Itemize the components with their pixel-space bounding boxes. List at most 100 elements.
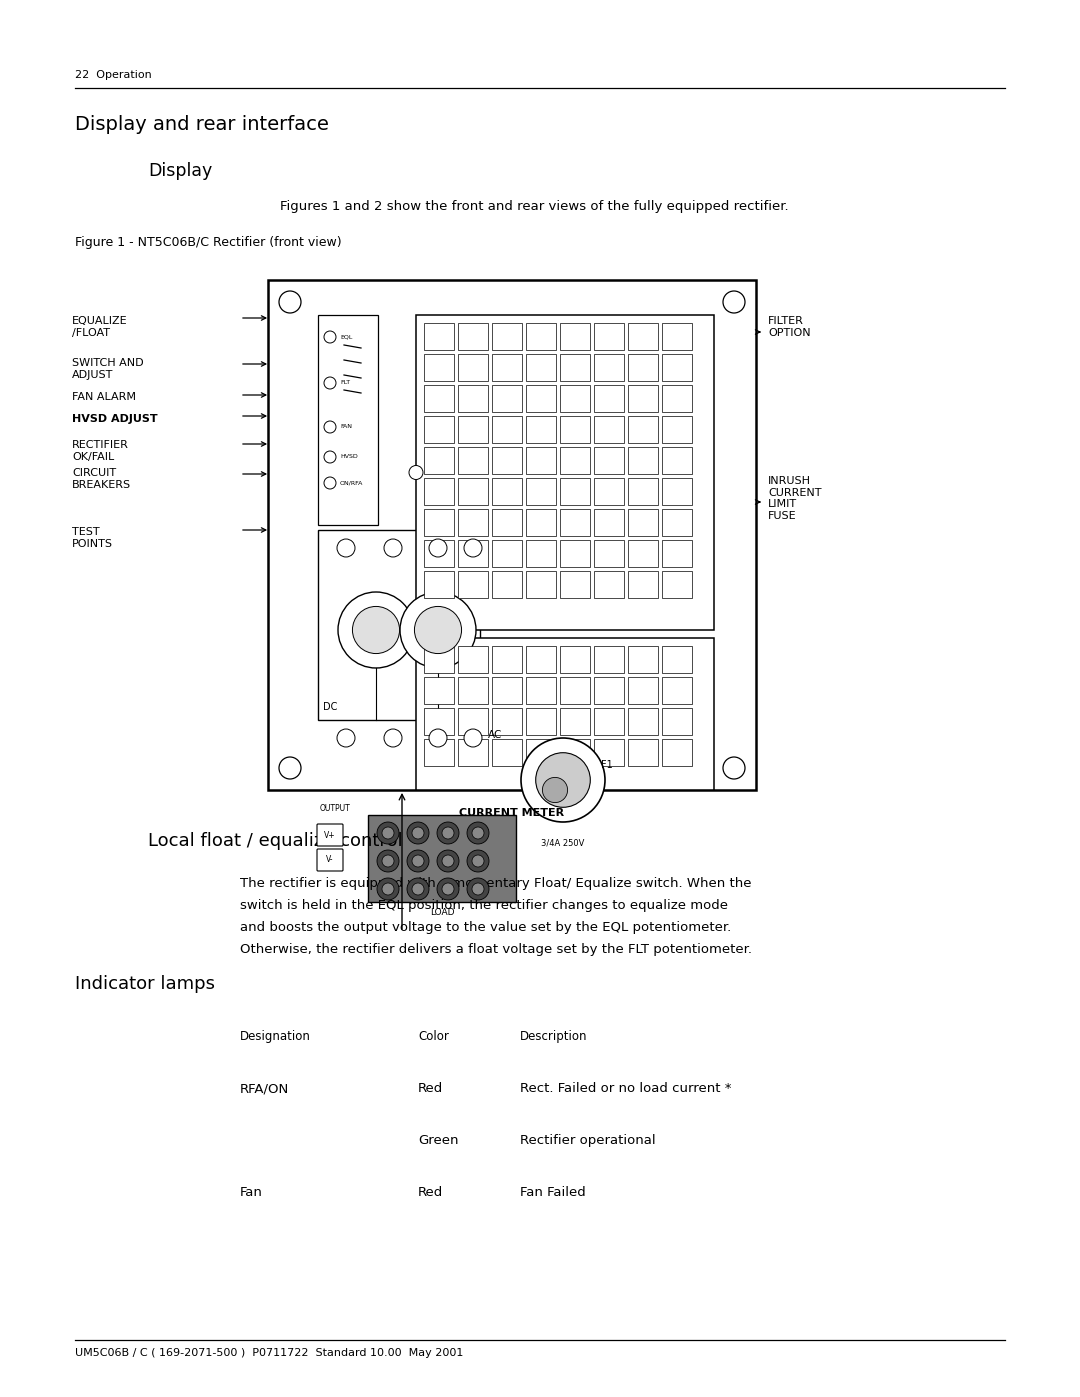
Bar (492, 416, 522, 443)
Bar (526, 541, 556, 567)
Bar (627, 571, 658, 598)
Bar (458, 739, 488, 766)
Bar (424, 541, 454, 567)
Bar (268, 279, 756, 789)
Text: Red: Red (418, 1083, 443, 1095)
Text: CIRCUIT
BREAKERS: CIRCUIT BREAKERS (72, 468, 131, 489)
Bar (424, 478, 454, 504)
Bar (424, 708, 454, 735)
Circle shape (467, 849, 489, 872)
Bar (594, 323, 624, 351)
Bar (627, 739, 658, 766)
Bar (561, 416, 590, 443)
Text: INRUSH
CURRENT
LIMIT
FUSE: INRUSH CURRENT LIMIT FUSE (768, 476, 822, 521)
Text: HVSD ADJUST: HVSD ADJUST (72, 414, 158, 425)
Bar (424, 353, 454, 381)
Circle shape (429, 539, 447, 557)
Circle shape (467, 877, 489, 900)
Bar (526, 571, 556, 598)
Text: FILTER
OPTION: FILTER OPTION (768, 316, 811, 338)
Bar (492, 739, 522, 766)
Text: FAN: FAN (340, 425, 352, 429)
Bar (458, 353, 488, 381)
Bar (458, 323, 488, 351)
Bar (662, 478, 692, 504)
Bar (458, 645, 488, 673)
Bar (526, 678, 556, 704)
Text: V-: V- (326, 855, 334, 865)
Text: Otherwise, the rectifier delivers a float voltage set by the FLT potentiometer.: Otherwise, the rectifier delivers a floa… (240, 943, 752, 956)
Bar (424, 571, 454, 598)
Bar (424, 386, 454, 412)
Text: The rectifier is equipped with a momentary Float/ Equalize switch. When the: The rectifier is equipped with a momenta… (240, 877, 752, 890)
Bar (594, 353, 624, 381)
Text: RFA/ON: RFA/ON (240, 1083, 289, 1095)
Bar (561, 541, 590, 567)
Bar (526, 323, 556, 351)
Bar (594, 645, 624, 673)
Bar (594, 739, 624, 766)
Bar (627, 416, 658, 443)
Text: FAN ALARM: FAN ALARM (72, 393, 136, 402)
Bar (561, 708, 590, 735)
Circle shape (279, 291, 301, 313)
Bar (627, 541, 658, 567)
Bar (662, 541, 692, 567)
Bar (492, 447, 522, 474)
Circle shape (384, 729, 402, 747)
Bar (424, 323, 454, 351)
Bar (492, 541, 522, 567)
Text: Fan Failed: Fan Failed (519, 1186, 585, 1199)
Circle shape (324, 377, 336, 388)
Text: Fan: Fan (240, 1186, 262, 1199)
Circle shape (338, 592, 414, 668)
Bar (526, 708, 556, 735)
Circle shape (324, 476, 336, 489)
Text: V+: V+ (324, 830, 336, 840)
Text: Red: Red (418, 1186, 443, 1199)
Bar (526, 478, 556, 504)
Bar (318, 529, 480, 719)
Bar (416, 638, 714, 789)
Circle shape (521, 738, 605, 821)
Bar (424, 678, 454, 704)
Bar (627, 353, 658, 381)
Bar (526, 509, 556, 536)
FancyBboxPatch shape (318, 849, 343, 870)
Bar (458, 447, 488, 474)
Bar (561, 645, 590, 673)
Bar (627, 386, 658, 412)
Circle shape (324, 420, 336, 433)
Bar (594, 541, 624, 567)
Circle shape (407, 821, 429, 844)
Circle shape (542, 777, 568, 803)
Circle shape (337, 729, 355, 747)
Bar (458, 478, 488, 504)
Text: Description: Description (519, 1030, 588, 1044)
Circle shape (377, 849, 399, 872)
Circle shape (472, 883, 484, 895)
Circle shape (382, 855, 394, 868)
Bar (594, 416, 624, 443)
Bar (492, 478, 522, 504)
Bar (627, 678, 658, 704)
Bar (662, 353, 692, 381)
Circle shape (411, 827, 424, 840)
Circle shape (279, 757, 301, 780)
Text: EQUALIZE
/FLOAT: EQUALIZE /FLOAT (72, 316, 127, 338)
Bar (627, 708, 658, 735)
Circle shape (411, 883, 424, 895)
Text: Green: Green (418, 1134, 459, 1147)
Bar (368, 814, 516, 902)
Circle shape (384, 539, 402, 557)
Circle shape (407, 877, 429, 900)
Text: Display: Display (148, 162, 213, 180)
Text: RECTIFIER
OK/FAIL: RECTIFIER OK/FAIL (72, 440, 129, 461)
Circle shape (324, 331, 336, 344)
Text: DC: DC (323, 703, 337, 712)
Bar (594, 678, 624, 704)
Text: TEST
POINTS: TEST POINTS (72, 527, 113, 549)
Circle shape (437, 849, 459, 872)
Circle shape (429, 729, 447, 747)
Bar (594, 571, 624, 598)
